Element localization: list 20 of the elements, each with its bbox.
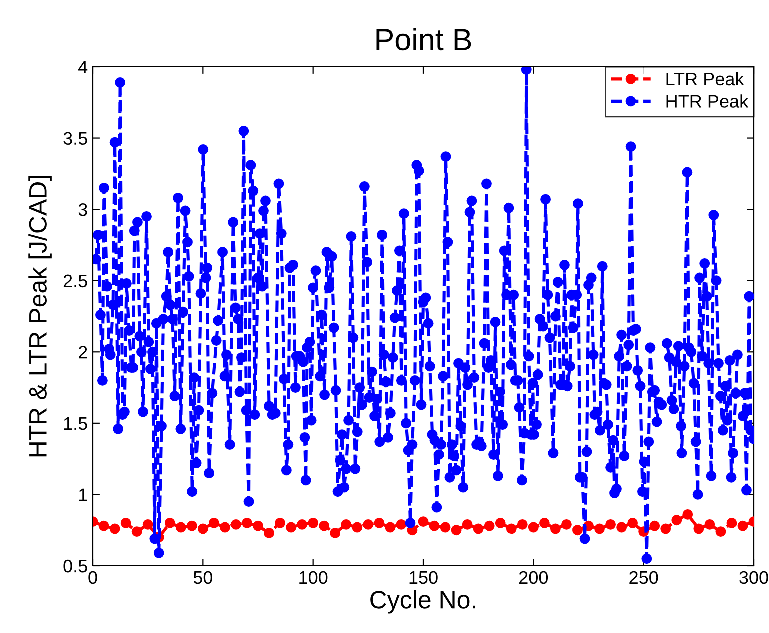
x-tick-label: 100 <box>300 571 328 584</box>
x-tick-label: 250 <box>630 571 658 584</box>
y-tick-label: 0.5 <box>64 560 88 573</box>
y-tick-label: 3.5 <box>64 132 88 146</box>
chart-title: Point B <box>376 28 472 51</box>
x-tick-label: 300 <box>740 571 768 584</box>
y-tick-label: 3 <box>78 204 88 216</box>
y-tick-label: 4 <box>78 61 88 74</box>
y-tick-label: 1.5 <box>64 418 88 430</box>
y-tick-label: 2 <box>79 346 88 359</box>
legend-label: LTR Peak <box>666 72 744 86</box>
x-tick-label: 150 <box>410 571 438 584</box>
x-tick-label: 0 <box>88 571 98 584</box>
y-axis-title: HTR & LTR Peak [J/CAD] <box>28 176 52 457</box>
x-tick-label: 200 <box>520 571 548 584</box>
y-tick-label: 2.5 <box>64 274 88 288</box>
x-axis-title: Cycle No. <box>370 590 476 614</box>
legend-label: HTR Peak <box>666 94 749 108</box>
y-tick-label: 1 <box>79 488 88 502</box>
x-tick-label: 50 <box>194 571 213 584</box>
